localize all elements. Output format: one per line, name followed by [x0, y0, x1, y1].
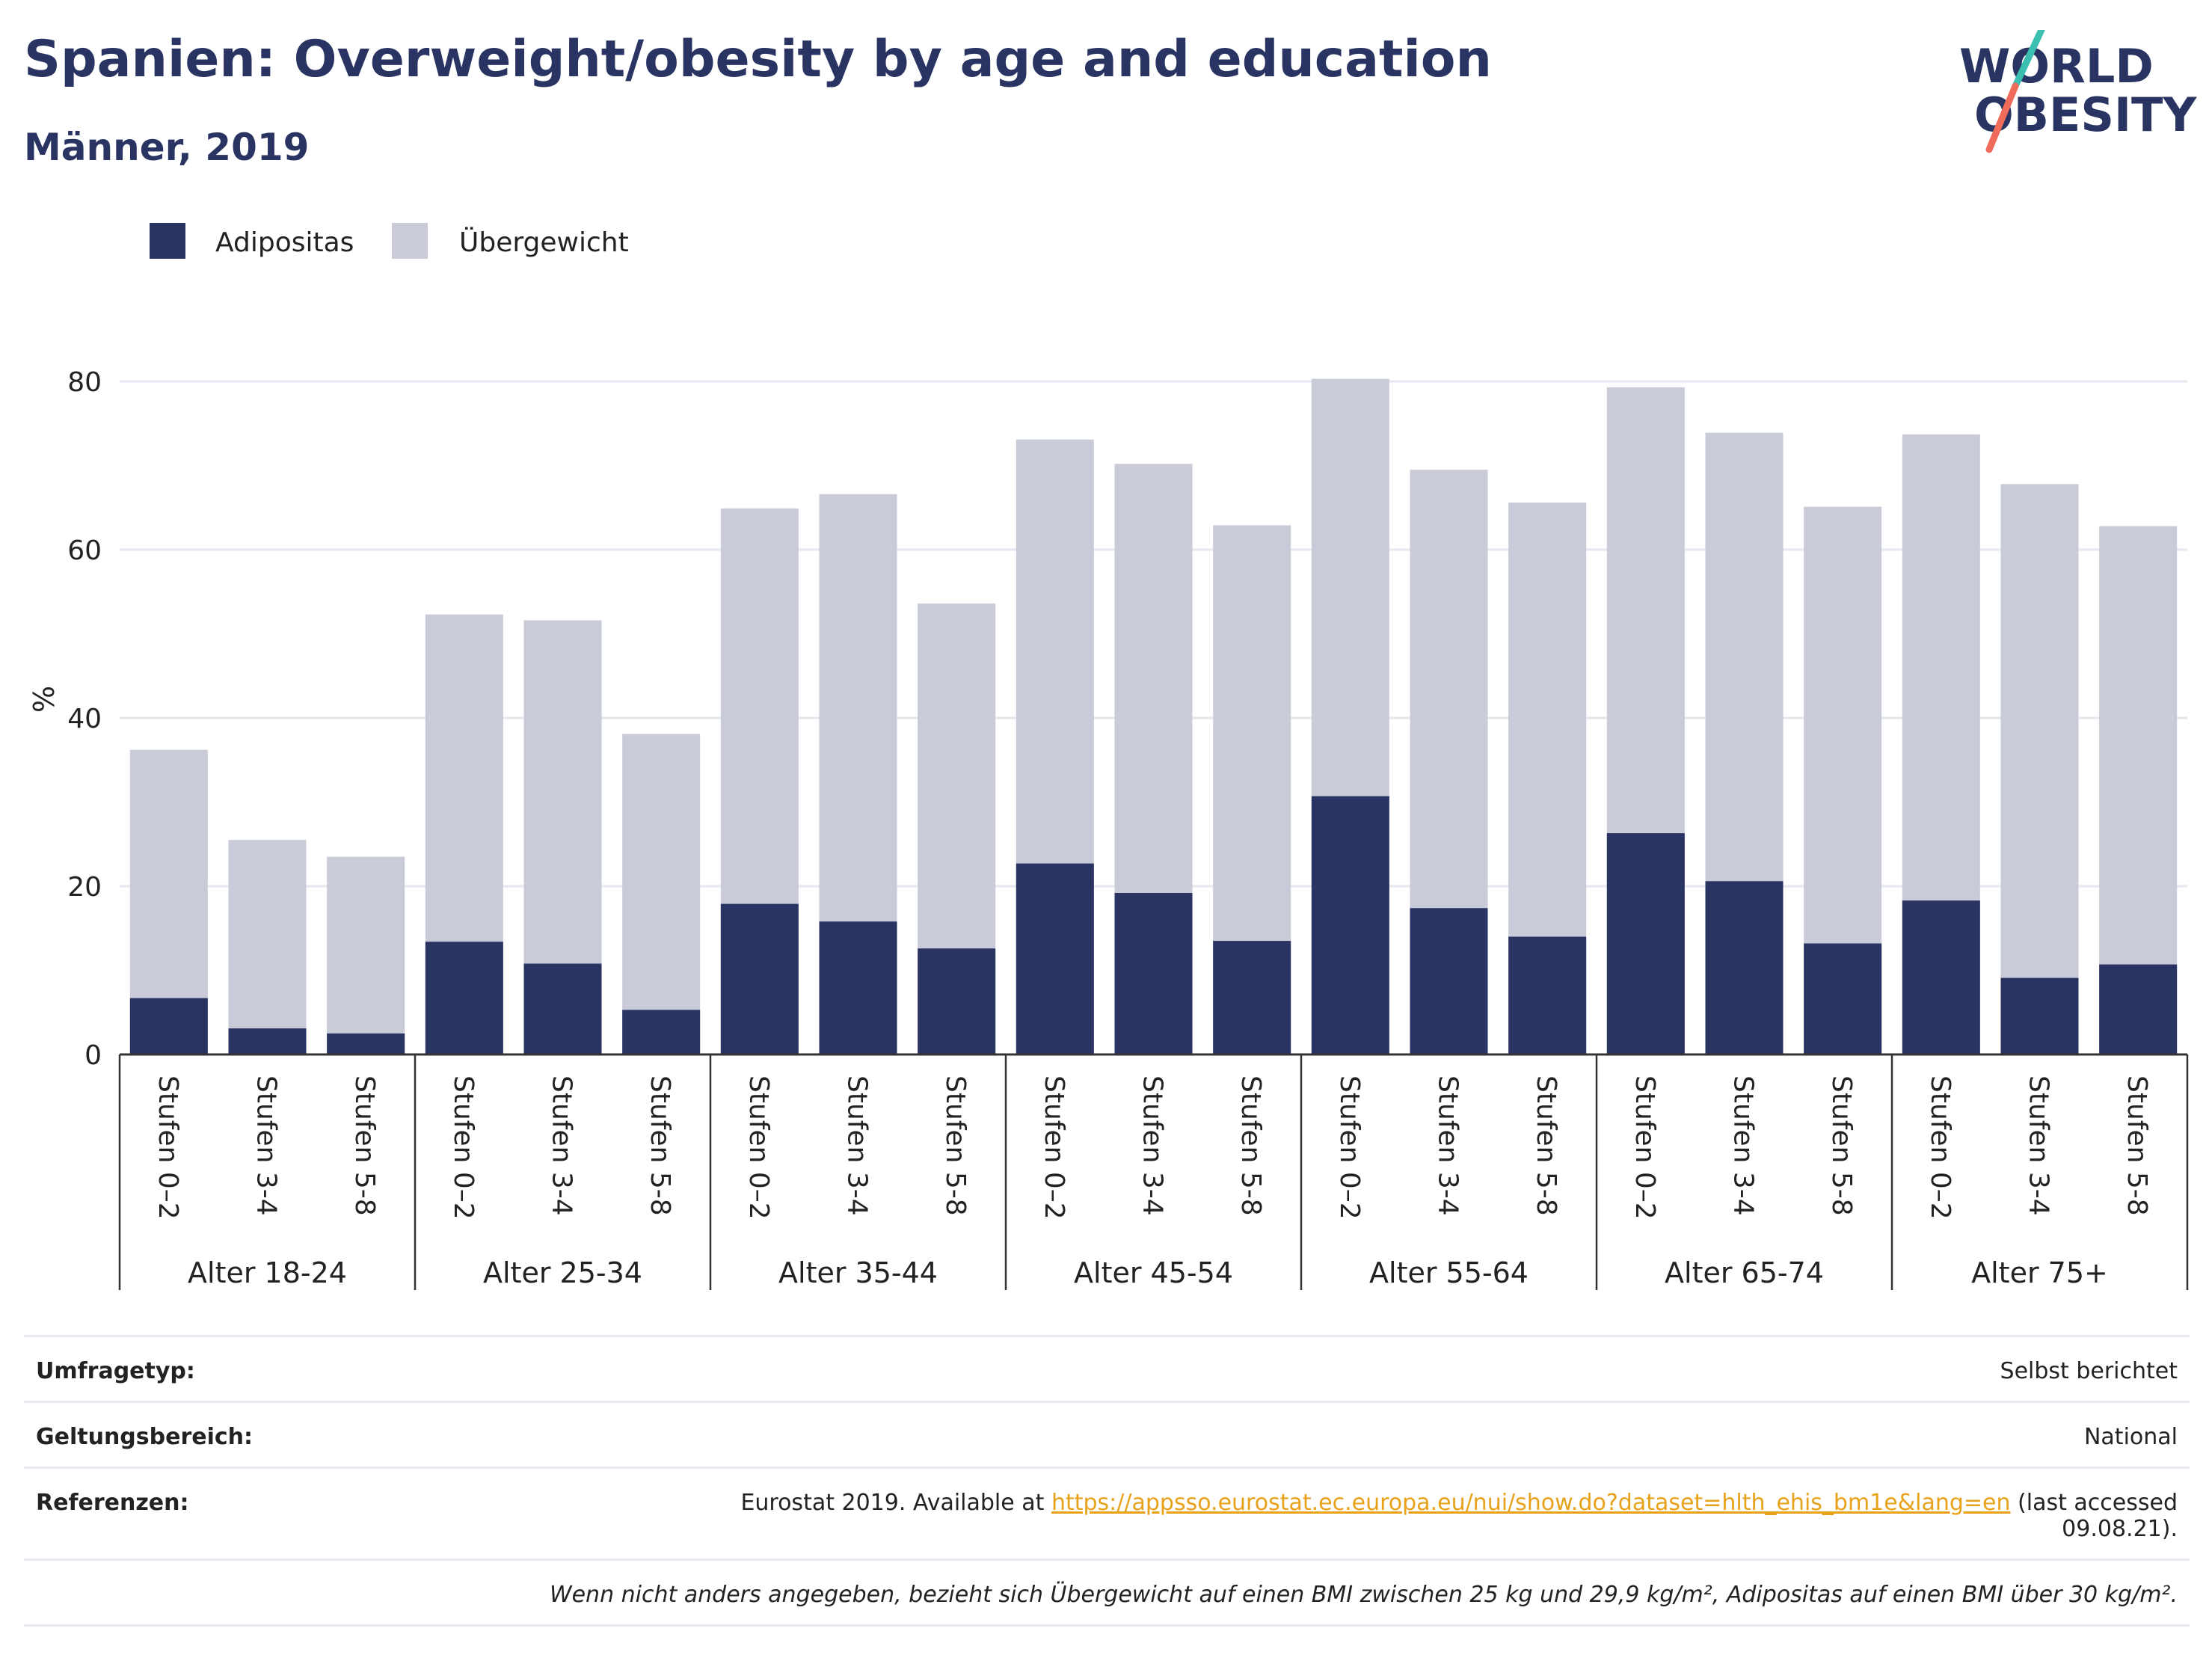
bar-uebergewicht — [228, 840, 307, 1054]
bar-adipositas — [523, 963, 602, 1054]
chart-subtitle: Männer, 2019 — [24, 126, 310, 169]
bar-adipositas — [1410, 908, 1488, 1054]
survey-type-value: Selbst berichtet — [2000, 1358, 2178, 1384]
bar-adipositas — [1902, 900, 1980, 1054]
x-category-label: Stufen 0–2 — [1629, 1075, 1660, 1220]
x-category-label: Stufen 0–2 — [1334, 1075, 1365, 1220]
y-tick-label: 60 — [67, 535, 102, 566]
y-tick-label: 0 — [85, 1040, 102, 1071]
x-category-label: Stufen 0–2 — [448, 1075, 479, 1220]
bar-adipositas — [2099, 964, 2178, 1054]
bar-adipositas — [1705, 881, 1784, 1054]
bar-adipositas — [1213, 941, 1291, 1054]
logo-slash-coral — [1985, 82, 2019, 153]
logo-slash-teal — [2012, 30, 2045, 90]
y-tick-label: 20 — [67, 872, 102, 903]
x-group-label: Alter 75+ — [1971, 1256, 2108, 1289]
x-category-label: Stufen 3-4 — [1433, 1075, 1463, 1216]
legend: Adipositas Übergewicht — [150, 223, 629, 259]
x-category-label: Stufen 5-8 — [645, 1075, 675, 1216]
bar-adipositas — [2000, 977, 2079, 1054]
x-category-label: Stufen 0–2 — [1925, 1075, 1956, 1220]
x-category-label: Stufen 5-8 — [1531, 1075, 1561, 1216]
x-category-label: Stufen 0–2 — [153, 1075, 183, 1220]
x-group-label: Alter 65-74 — [1665, 1256, 1824, 1289]
chart-footer: Umfragetyp: Selbst berichtet Geltungsber… — [24, 1335, 2190, 1627]
bar-uebergewicht — [622, 734, 701, 1054]
x-category-label: Stufen 3-4 — [251, 1075, 282, 1216]
legend-swatch-adipositas — [150, 223, 185, 259]
bar-uebergewicht — [327, 856, 405, 1054]
references-prefix: Eurostat 2019. Available at — [740, 1490, 1045, 1516]
logo-line-world: WORLD — [1959, 39, 2154, 93]
legend-label-adipositas: Adipositas — [215, 227, 354, 258]
x-category-label: Stufen 5-8 — [1826, 1075, 1857, 1216]
x-category-label: Stufen 5-8 — [349, 1075, 380, 1216]
x-group-label: Alter 45-54 — [1074, 1256, 1233, 1289]
y-tick-label: 80 — [67, 367, 102, 398]
x-category-label: Stufen 5-8 — [2122, 1075, 2152, 1216]
references-suffix: (last accessed 09.08.21). — [2018, 1490, 2178, 1542]
definition-note: Wenn nicht anders angegeben, bezieht sic… — [549, 1582, 2178, 1608]
references-label: Referenzen: — [36, 1490, 189, 1516]
footer-row-references: Referenzen: Eurostat 2019. Available at … — [24, 1467, 2190, 1559]
bar-adipositas — [819, 921, 897, 1054]
bar-adipositas — [622, 1010, 701, 1054]
bar-adipositas — [918, 948, 996, 1054]
bar-adipositas — [1114, 893, 1193, 1054]
x-category-label: Stufen 3-4 — [1728, 1075, 1759, 1216]
bar-adipositas — [1606, 833, 1685, 1054]
references-value: Eurostat 2019. Available at https://apps… — [682, 1490, 2178, 1542]
x-category-label: Stufen 5-8 — [1235, 1075, 1266, 1216]
survey-type-label: Umfragetyp: — [36, 1358, 195, 1384]
x-group-label: Alter 18-24 — [188, 1256, 347, 1289]
legend-label-uebergewicht: Übergewicht — [459, 227, 629, 258]
scope-label: Geltungsbereich: — [36, 1424, 254, 1450]
bar-adipositas — [228, 1028, 307, 1054]
bar-adipositas — [1804, 943, 1882, 1054]
x-category-label: Stufen 3-4 — [547, 1075, 577, 1216]
legend-swatch-uebergewicht — [392, 223, 428, 259]
bar-adipositas — [720, 903, 799, 1054]
x-group-label: Alter 25-34 — [483, 1256, 642, 1289]
bar-adipositas — [1508, 936, 1587, 1054]
footer-row-note: Wenn nicht anders angegeben, bezieht sic… — [24, 1559, 2190, 1627]
bar-adipositas — [425, 942, 503, 1054]
x-category-label: Stufen 0–2 — [743, 1075, 774, 1220]
plot-area: 0 20 40 60 80 Stufen 0–2 Stufen 3-4 Stufen 5-8 A… — [67, 367, 2189, 1290]
x-category-label: Stufen 3-4 — [1137, 1075, 1168, 1216]
x-category-label: Stufen 5-8 — [940, 1075, 971, 1216]
chart-title: Spanien: Overweight/obesity by age and e… — [24, 30, 1492, 89]
bar-adipositas — [327, 1033, 405, 1054]
bar-adipositas — [129, 998, 208, 1054]
y-tick-label: 40 — [67, 704, 102, 734]
world-obesity-logo: WORLD OBESITY — [1959, 30, 2197, 153]
x-category-label: Stufen 3-4 — [2024, 1075, 2054, 1216]
stacked-bar-chart: Adipositas Übergewicht % 0 20 40 60 80 Stufen… — [28, 223, 2189, 1290]
footer-row-scope: Geltungsbereich: National — [24, 1401, 2190, 1467]
bar-adipositas — [1311, 796, 1389, 1054]
x-group-label: Alter 55-64 — [1369, 1256, 1529, 1289]
references-link[interactable]: https://appsso.eurostat.ec.europa.eu/nui… — [1051, 1490, 2011, 1516]
x-category-label: Stufen 0–2 — [1039, 1075, 1069, 1220]
bar-uebergewicht — [2000, 484, 2079, 1054]
footer-row-survey: Umfragetyp: Selbst berichtet — [24, 1335, 2190, 1401]
scope-value: National — [2083, 1424, 2178, 1450]
x-category-label: Stufen 3-4 — [842, 1075, 873, 1216]
bar-adipositas — [1016, 863, 1094, 1054]
x-group-label: Alter 35-44 — [778, 1256, 938, 1289]
y-axis-label: % — [28, 686, 61, 713]
